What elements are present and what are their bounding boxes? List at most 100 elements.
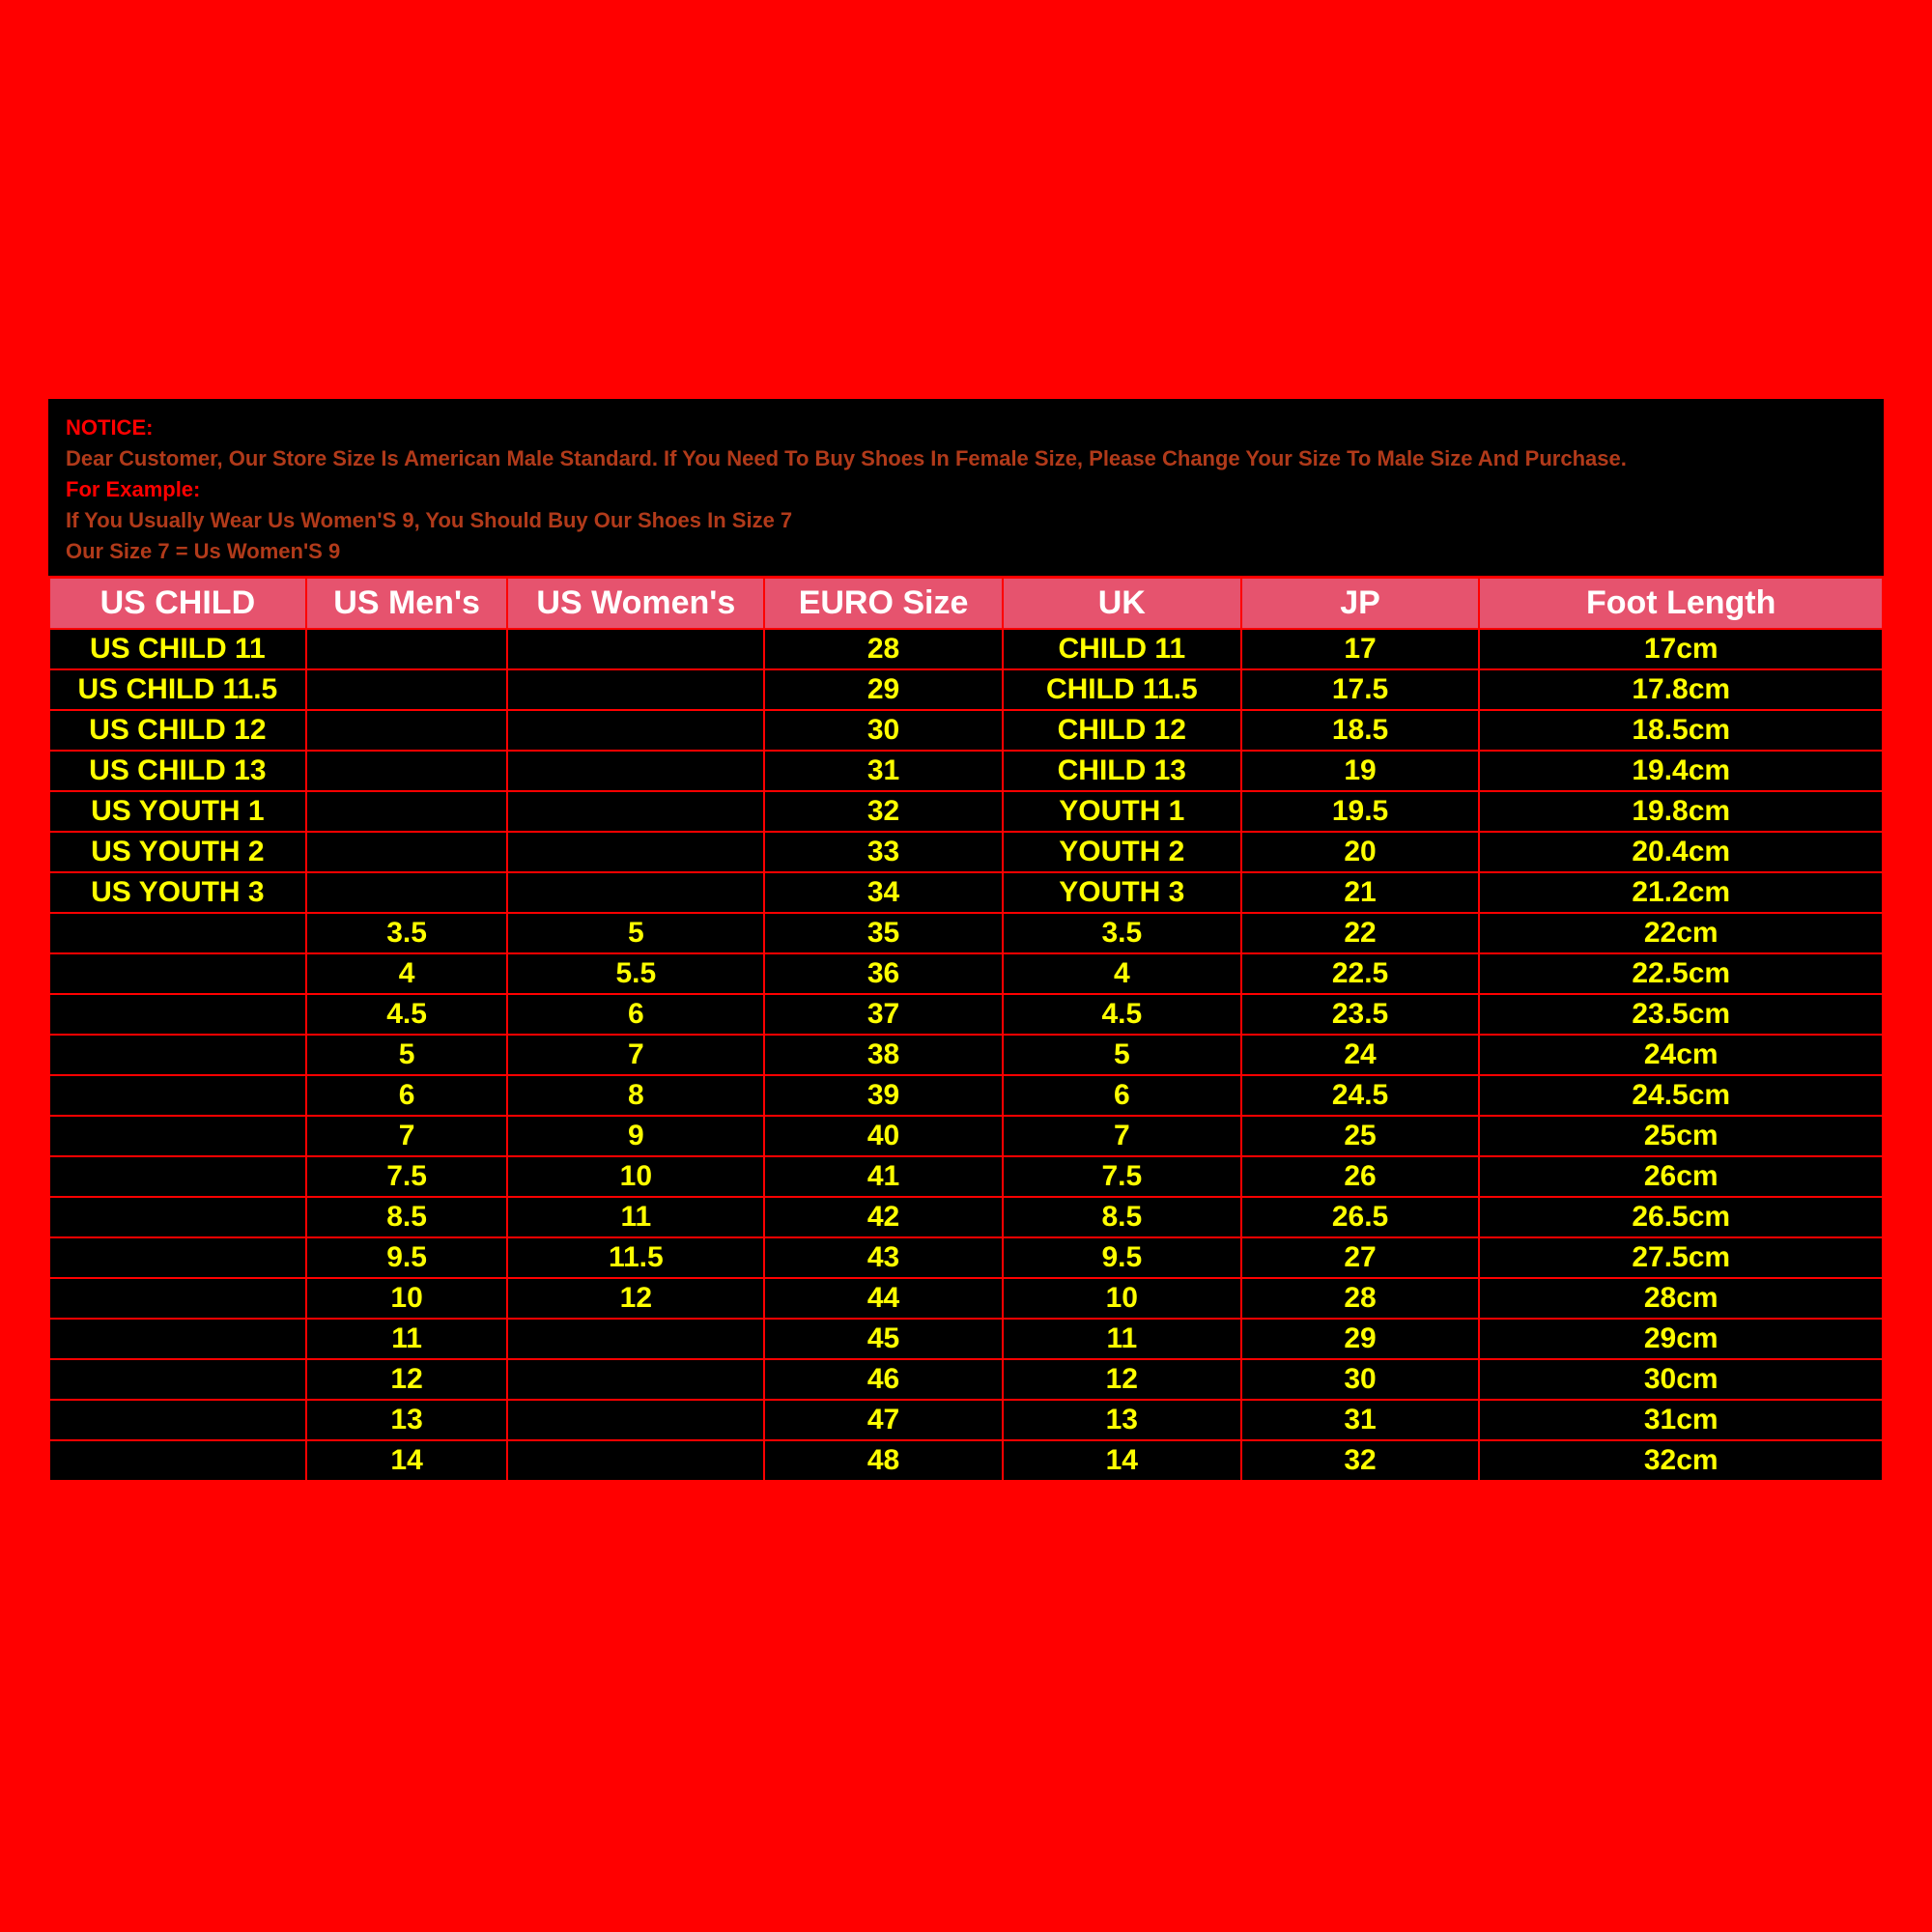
table-cell: YOUTH 3 [1003, 872, 1241, 913]
table-cell [49, 994, 306, 1035]
table-cell: CHILD 11 [1003, 629, 1241, 669]
table-cell: US CHILD 13 [49, 751, 306, 791]
table-cell: 17.5 [1241, 669, 1480, 710]
table-cell: 24cm [1479, 1035, 1883, 1075]
notice-block: NOTICE: Dear Customer, Our Store Size Is… [48, 399, 1884, 576]
table-cell: 28cm [1479, 1278, 1883, 1319]
table-cell: CHILD 11.5 [1003, 669, 1241, 710]
table-cell: 22 [1241, 913, 1480, 953]
table-cell: 7 [507, 1035, 764, 1075]
table-cell: 43 [764, 1237, 1003, 1278]
table-row: 573852424cm [49, 1035, 1883, 1075]
table-cell: 33 [764, 832, 1003, 872]
table-cell: 10 [1003, 1278, 1241, 1319]
table-cell [49, 953, 306, 994]
table-cell: 25cm [1479, 1116, 1883, 1156]
table-head: US CHILD US Men's US Women's EURO Size U… [49, 578, 1883, 630]
table-cell: 45 [764, 1319, 1003, 1359]
table-cell: 5 [507, 913, 764, 953]
table-cell [507, 791, 764, 832]
table-cell: 3.5 [1003, 913, 1241, 953]
table-cell: 31cm [1479, 1400, 1883, 1440]
table-row: 1246123030cm [49, 1359, 1883, 1400]
table-cell: 19.8cm [1479, 791, 1883, 832]
table-cell: US YOUTH 2 [49, 832, 306, 872]
table-cell [49, 1278, 306, 1319]
table-cell: 29 [764, 669, 1003, 710]
table-cell: 9.5 [306, 1237, 508, 1278]
table-cell: 4.5 [1003, 994, 1241, 1035]
table-cell: 20.4cm [1479, 832, 1883, 872]
table-cell: 23.5cm [1479, 994, 1883, 1035]
table-cell: 8.5 [306, 1197, 508, 1237]
table-cell [306, 669, 508, 710]
table-row: US CHILD 1331CHILD 131919.4cm [49, 751, 1883, 791]
table-cell: 5.5 [507, 953, 764, 994]
table-cell [507, 629, 764, 669]
size-chart-table: US CHILD US Men's US Women's EURO Size U… [48, 576, 1884, 1482]
col-uk: UK [1003, 578, 1241, 630]
table-cell: 9 [507, 1116, 764, 1156]
table-cell: 48 [764, 1440, 1003, 1481]
table-cell: 19.5 [1241, 791, 1480, 832]
table-cell: 14 [306, 1440, 508, 1481]
table-row: US YOUTH 233YOUTH 22020.4cm [49, 832, 1883, 872]
table-cell: 22cm [1479, 913, 1883, 953]
table-cell: 8 [507, 1075, 764, 1116]
table-cell [49, 1400, 306, 1440]
table-cell: 18.5 [1241, 710, 1480, 751]
table-cell: 30 [1241, 1359, 1480, 1400]
table-cell: 21 [1241, 872, 1480, 913]
table-cell: YOUTH 2 [1003, 832, 1241, 872]
table-row: 4.56374.523.523.5cm [49, 994, 1883, 1035]
table-row: 1448143232cm [49, 1440, 1883, 1481]
table-cell: 22.5 [1241, 953, 1480, 994]
table-row: 6839624.524.5cm [49, 1075, 1883, 1116]
table-cell: 6 [306, 1075, 508, 1116]
table-cell: 3.5 [306, 913, 508, 953]
table-cell: 12 [1003, 1359, 1241, 1400]
table-cell: 8.5 [1003, 1197, 1241, 1237]
table-cell: 10 [507, 1156, 764, 1197]
notice-line-4: If You Usually Wear Us Women'S 9, You Sh… [66, 505, 1866, 536]
table-cell [49, 1116, 306, 1156]
table-cell [507, 1440, 764, 1481]
table-cell: US CHILD 12 [49, 710, 306, 751]
table-cell: 44 [764, 1278, 1003, 1319]
table-cell [507, 1319, 764, 1359]
table-cell [507, 669, 764, 710]
table-cell [306, 791, 508, 832]
size-chart-panel: NOTICE: Dear Customer, Our Store Size Is… [48, 399, 1884, 1482]
col-foot-length: Foot Length [1479, 578, 1883, 630]
table-cell: 31 [764, 751, 1003, 791]
table-cell: US YOUTH 1 [49, 791, 306, 832]
table-cell: 4 [306, 953, 508, 994]
table-cell [306, 872, 508, 913]
table-row: 101244102828cm [49, 1278, 1883, 1319]
table-cell: 4.5 [306, 994, 508, 1035]
table-cell: 11 [507, 1197, 764, 1237]
notice-line-5: Our Size 7 = Us Women'S 9 [66, 536, 1866, 567]
table-cell: 6 [1003, 1075, 1241, 1116]
table-cell [507, 1400, 764, 1440]
col-us-mens: US Men's [306, 578, 508, 630]
table-cell: 23.5 [1241, 994, 1480, 1035]
table-cell: 30 [764, 710, 1003, 751]
table-body: US CHILD 1128CHILD 111717cmUS CHILD 11.5… [49, 629, 1883, 1481]
table-cell: 29cm [1479, 1319, 1883, 1359]
table-cell: 42 [764, 1197, 1003, 1237]
table-cell [507, 710, 764, 751]
notice-example-label: For Example: [66, 477, 200, 501]
table-row: 8.511428.526.526.5cm [49, 1197, 1883, 1237]
notice-line-2: Dear Customer, Our Store Size Is America… [66, 443, 1866, 474]
table-cell: 26cm [1479, 1156, 1883, 1197]
table-cell: 26.5 [1241, 1197, 1480, 1237]
table-row: US CHILD 1128CHILD 111717cm [49, 629, 1883, 669]
table-cell: 24 [1241, 1035, 1480, 1075]
table-cell: 26 [1241, 1156, 1480, 1197]
col-us-child: US CHILD [49, 578, 306, 630]
table-cell: 28 [764, 629, 1003, 669]
table-row: 1347133131cm [49, 1400, 1883, 1440]
table-cell [49, 1075, 306, 1116]
table-row: US CHILD 1230CHILD 1218.518.5cm [49, 710, 1883, 751]
